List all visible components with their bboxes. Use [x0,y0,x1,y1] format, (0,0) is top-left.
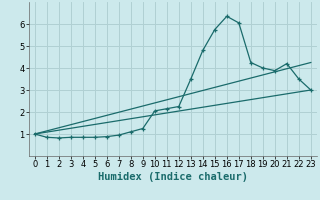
X-axis label: Humidex (Indice chaleur): Humidex (Indice chaleur) [98,172,248,182]
